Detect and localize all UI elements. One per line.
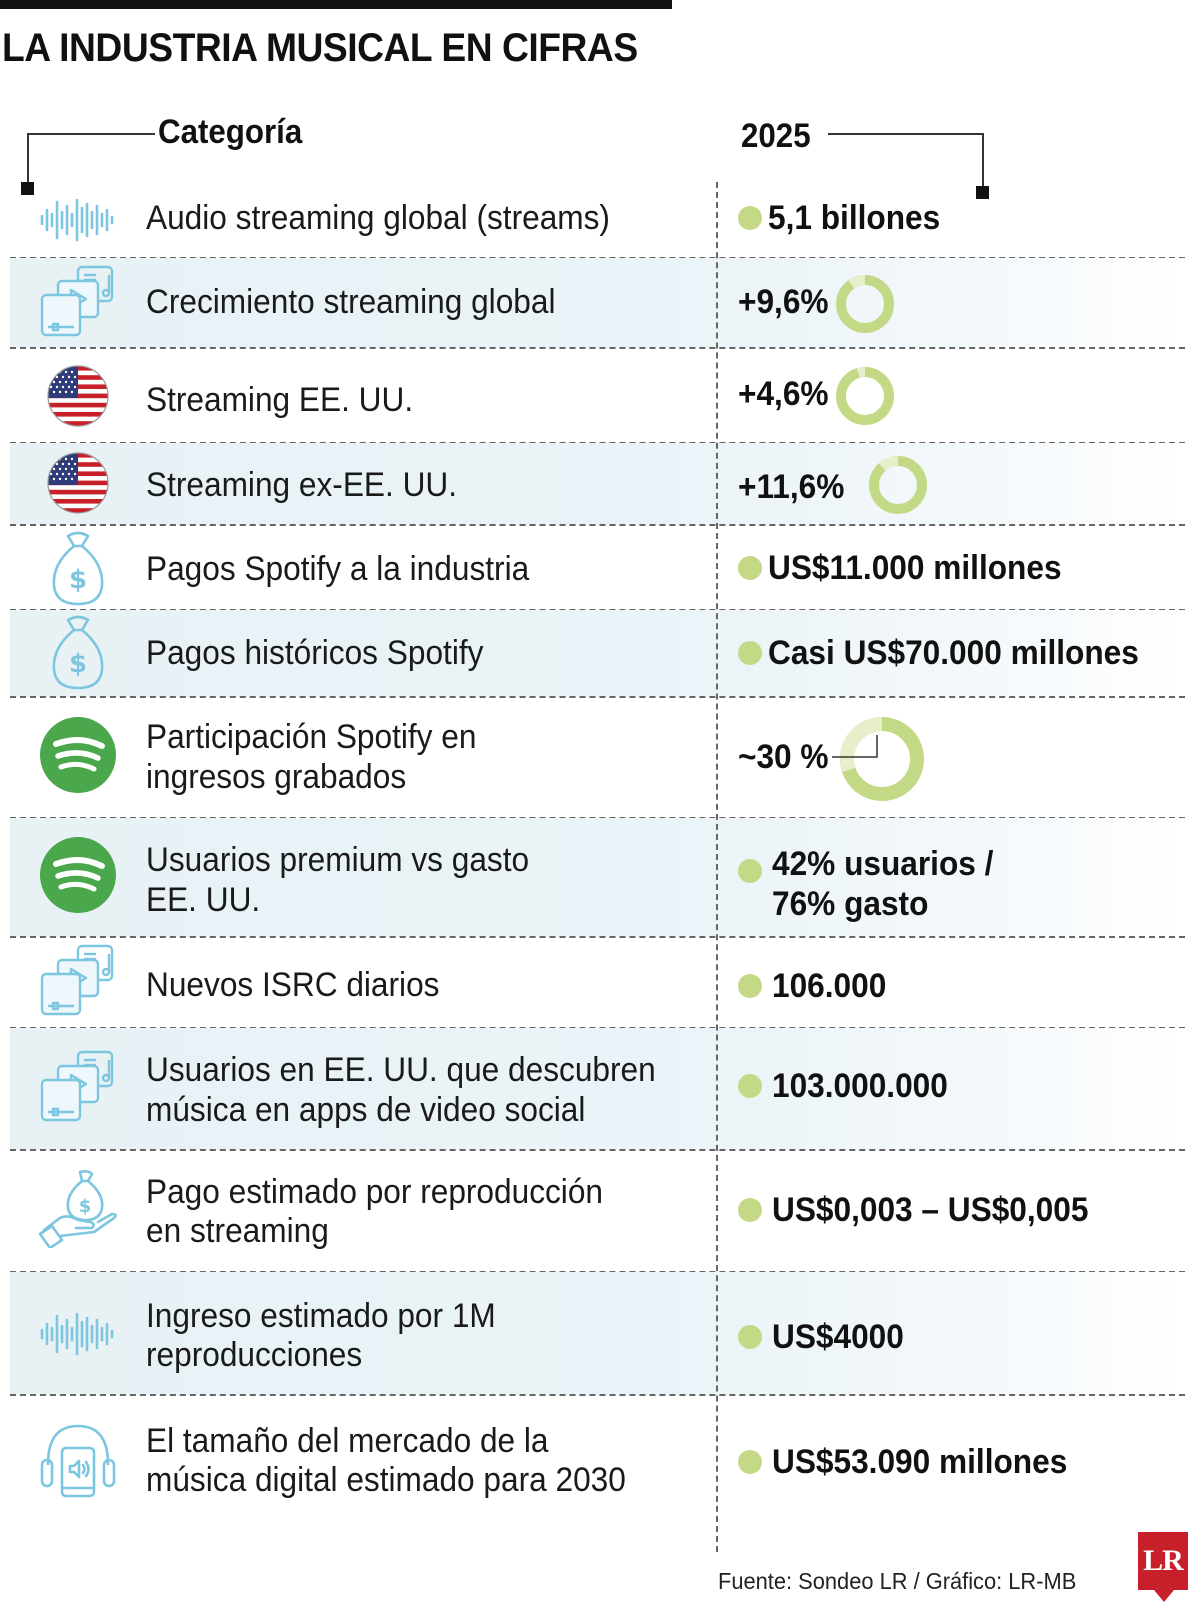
column-header-category: Categoría <box>158 113 303 151</box>
row-label-line: Usuarios en EE. UU. que descubren <box>146 1051 656 1089</box>
donut-chart <box>834 273 896 340</box>
row-value-line: 76% gasto <box>772 885 929 923</box>
table-row: Participación Spotify en ingresos grabad… <box>10 697 1185 819</box>
row-value: US$0,003 – US$0,005 <box>772 1191 1089 1229</box>
row-divider <box>10 696 1185 698</box>
page-title: LA INDUSTRIA MUSICAL EN CIFRAS <box>2 26 638 70</box>
row-value: 106.000 <box>772 967 887 1005</box>
donut-chart <box>867 454 929 521</box>
table-row: Pagos históricos Spotify Casi US$70.000 … <box>10 610 1185 698</box>
row-value: +4,6% <box>738 375 829 413</box>
table-row: Audio streaming global (streams) 5,1 bil… <box>10 180 1185 260</box>
row-divider <box>10 936 1185 938</box>
row-label-line: en streaming <box>146 1212 329 1250</box>
row-value: US$4000 <box>772 1318 904 1356</box>
table-row: Streaming EE. UU. +4,6% <box>10 348 1185 444</box>
category-bracket-line <box>27 133 29 185</box>
row-label-line: Pago estimado por reproducción <box>146 1173 604 1211</box>
year-bracket-line <box>982 133 984 188</box>
row-label-line: Participación Spotify en <box>146 718 477 756</box>
video-media-icon <box>38 942 118 1022</box>
row-value: +11,6% <box>738 468 845 506</box>
row-value: 5,1 billones <box>768 199 941 237</box>
donut-chart <box>834 365 896 432</box>
column-header-year: 2025 <box>741 117 811 155</box>
row-label: Nuevos ISRC diarios <box>146 966 440 1004</box>
table-row: El tamaño del mercado de la música digit… <box>10 1395 1185 1515</box>
row-label-line: música en apps de video social <box>146 1091 586 1129</box>
row-label: Pagos Spotify a la industria <box>146 550 530 588</box>
money-bag-icon <box>38 528 118 608</box>
row-label: Pagos históricos Spotify <box>146 634 484 672</box>
us-flag-icon <box>38 356 118 436</box>
source-credit: Fuente: Sondeo LR / Gráfico: LR-MB <box>718 1568 1077 1594</box>
top-rule <box>0 0 672 9</box>
row-value: 103.000.000 <box>772 1067 948 1105</box>
green-dot-marker <box>738 859 762 883</box>
table-row: Crecimiento streaming global +9,6% <box>10 258 1185 349</box>
green-dot-marker <box>738 556 762 580</box>
us-flag-icon <box>38 443 118 523</box>
row-label-line: Ingreso estimado por 1M <box>146 1297 496 1335</box>
year-bracket-marker <box>976 186 989 199</box>
row-divider <box>10 347 1185 349</box>
spotify-icon <box>38 715 118 795</box>
table-row: Usuarios en EE. UU. que descubren música… <box>10 1028 1185 1151</box>
row-label-line: El tamaño del mercado de la <box>146 1422 549 1460</box>
video-media-icon <box>38 263 118 343</box>
row-label-line: música digital estimado para 2030 <box>146 1461 626 1499</box>
category-bracket-marker <box>21 182 34 195</box>
row-divider <box>10 524 1185 526</box>
row-label-line: ingresos grabados <box>146 758 407 796</box>
row-label-line: Usuarios premium vs gasto <box>146 841 530 879</box>
category-bracket-line <box>27 133 155 135</box>
row-value: +9,6% <box>738 283 829 321</box>
green-dot-marker <box>738 1198 762 1222</box>
row-label: Streaming EE. UU. <box>146 381 414 419</box>
table-row: Pago estimado por reproducción en stream… <box>10 1150 1185 1273</box>
table-row: Usuarios premium vs gasto EE. UU. 42% us… <box>10 818 1185 938</box>
row-label: Crecimiento streaming global <box>146 283 556 321</box>
row-label-line: EE. UU. <box>146 881 261 919</box>
row-value: US$53.090 millones <box>772 1443 1068 1481</box>
soundwave-icon <box>38 180 118 260</box>
row-value-line: 42% usuarios / <box>772 845 994 883</box>
green-dot-marker <box>738 1074 762 1098</box>
table-row: Ingreso estimado por 1M reproducciones U… <box>10 1272 1185 1396</box>
green-dot-marker <box>738 974 762 998</box>
year-bracket-line <box>828 133 983 135</box>
soundwave-icon <box>38 1294 118 1374</box>
money-bag-icon <box>38 612 118 692</box>
lr-logo: LR <box>1138 1532 1188 1602</box>
green-dot-marker <box>738 1325 762 1349</box>
row-label: Streaming ex-EE. UU. <box>146 466 458 504</box>
row-divider <box>10 1149 1185 1151</box>
hand-money-icon <box>38 1168 118 1248</box>
column-divider <box>716 182 718 1552</box>
row-value: ~30 % <box>738 738 829 776</box>
row-value: US$11.000 millones <box>768 549 1062 587</box>
table-row: Streaming ex-EE. UU. +11,6% <box>10 443 1185 526</box>
green-dot-marker <box>738 206 762 230</box>
spotify-icon <box>38 835 118 915</box>
row-label-line: reproducciones <box>146 1336 363 1374</box>
headphones-phone-icon <box>38 1420 118 1500</box>
row-value: Casi US$70.000 millones <box>768 634 1139 672</box>
table-row: Nuevos ISRC diarios 106.000 <box>10 937 1185 1029</box>
donut-chart <box>832 709 932 814</box>
green-dot-marker <box>738 641 762 665</box>
green-dot-marker <box>738 1450 762 1474</box>
video-media-icon <box>38 1048 118 1128</box>
table-row: Pagos Spotify a la industria US$11.000 m… <box>10 525 1185 611</box>
row-divider <box>10 1394 1185 1396</box>
row-label: Audio streaming global (streams) <box>146 199 610 237</box>
